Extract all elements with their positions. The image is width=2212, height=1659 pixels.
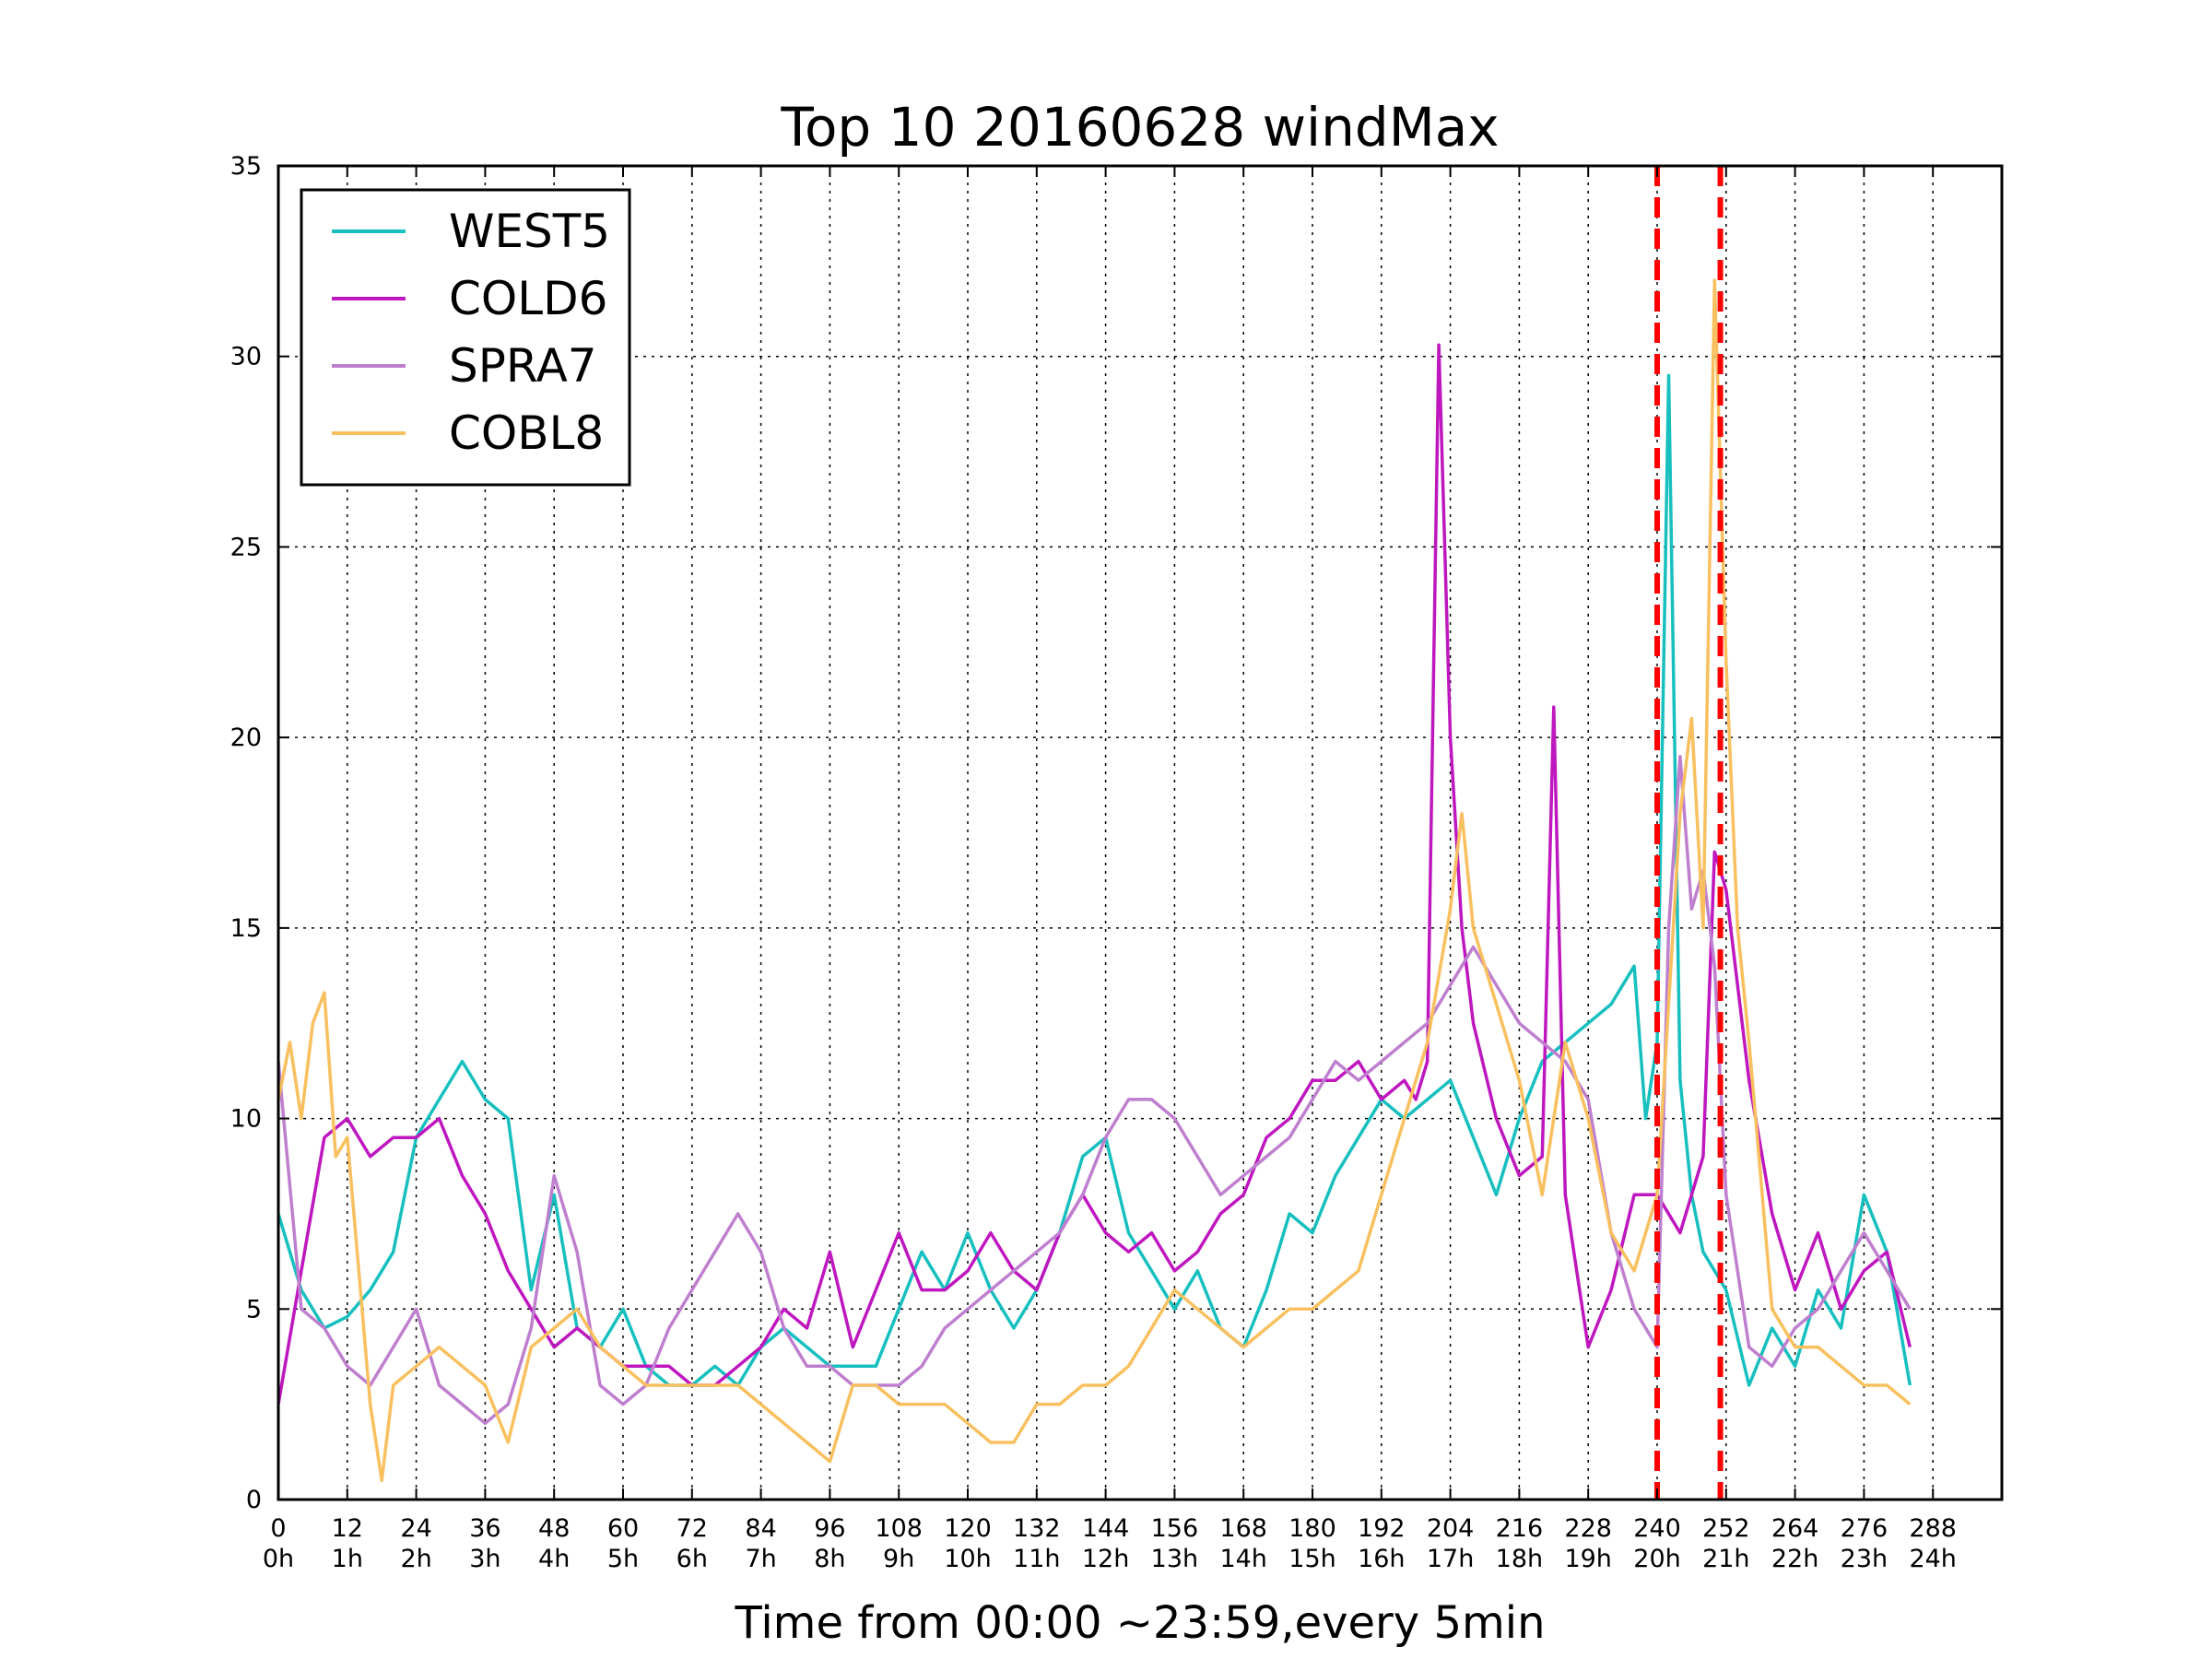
x-tick-label: 240 [1633,1514,1681,1543]
y-tick-label: 10 [230,1105,262,1134]
series-line-spra7 [276,755,1912,1426]
legend-label: COLD6 [449,272,607,325]
x-tick-label: 252 [1702,1514,1750,1543]
x-tick-label-hour: 23h [1841,1545,1888,1573]
x-axis-label: Time from 00:00 ~23:59,every 5min [735,1597,1546,1649]
x-tick-label-hour: 19h [1564,1545,1611,1573]
axis-ticks [277,165,2002,1500]
legend-label: COBL8 [449,406,604,460]
y-tick-label: 0 [246,1486,262,1514]
x-tick-label: 156 [1151,1514,1199,1543]
x-tick-label: 192 [1358,1514,1406,1543]
x-tick-label: 264 [1771,1514,1819,1543]
x-tick-label-hour: 20h [1633,1545,1680,1573]
x-tick-label: 168 [1219,1514,1267,1543]
x-tick-label-hour: 4h [538,1545,570,1573]
x-tick-label-hour: 24h [1909,1545,1956,1573]
x-tick-label: 180 [1288,1514,1336,1543]
x-tick-label-hour: 8h [814,1545,845,1573]
y-tick-label: 15 [230,914,262,943]
x-tick-label: 120 [944,1514,992,1543]
x-tick-label: 36 [469,1514,500,1543]
reference-lines [1654,166,1724,1500]
y-tick-label: 35 [230,152,262,181]
legend-label: SPRA7 [449,339,597,393]
x-tick-label-hour: 2h [400,1545,431,1573]
x-tick-label: 24 [400,1514,431,1543]
x-tick-label: 72 [677,1514,708,1543]
legend-label: WEST5 [449,205,610,258]
x-tick-label: 144 [1082,1514,1130,1543]
x-tick-label: 216 [1496,1514,1544,1543]
x-tick-label: 204 [1427,1514,1475,1543]
x-tick-label-hour: 22h [1771,1545,1818,1573]
x-tick-label: 0 [270,1514,286,1543]
plot-frame [276,164,2004,1501]
x-tick-label: 96 [814,1514,845,1543]
x-tick-label: 108 [875,1514,923,1543]
chart-title: Top 10 20160628 windMax [780,96,1499,159]
x-tick-label: 60 [607,1514,639,1543]
y-tick-label: 20 [230,724,262,752]
x-tick-label-hour: 21h [1702,1545,1749,1573]
x-tick-label: 48 [538,1514,570,1543]
y-tick-label: 30 [230,343,262,371]
x-tick-label-hour: 16h [1358,1545,1405,1573]
series-line-west5 [276,373,1912,1387]
series-line-cobl8 [276,278,1912,1483]
x-tick-label-hour: 0h [263,1545,294,1573]
x-tick-label: 276 [1841,1514,1888,1543]
x-tick-label-hour: 9h [883,1545,914,1573]
x-tick-label-hour: 7h [745,1545,776,1573]
x-tick-label: 132 [1013,1514,1061,1543]
x-tick-label-hour: 11h [1013,1545,1060,1573]
legend-box [300,188,631,487]
x-tick-label-hour: 15h [1288,1545,1335,1573]
x-tick-label-hour: 13h [1151,1545,1198,1573]
x-tick-label: 84 [745,1514,776,1543]
series-line-cold6 [276,343,1912,1405]
x-tick-label-hour: 1h [332,1545,363,1573]
y-tick-label: 5 [246,1295,262,1324]
x-tick-label: 228 [1564,1514,1612,1543]
y-tick-label: 25 [230,533,262,561]
tick-labels: 00h121h242h363h484h605h726h847h968h1089h… [230,152,1957,1573]
x-tick-label-hour: 3h [469,1545,500,1573]
series-lines [276,278,1912,1483]
x-tick-label: 12 [332,1514,363,1543]
x-tick-label-hour: 17h [1427,1545,1474,1573]
legend: WEST5 COLD6 SPRA7 COBL8 [300,188,631,487]
x-tick-label: 288 [1909,1514,1957,1543]
x-tick-label-hour: 18h [1496,1545,1543,1573]
x-tick-label-hour: 5h [607,1545,639,1573]
x-tick-label-hour: 6h [677,1545,708,1573]
x-tick-label-hour: 12h [1082,1545,1129,1573]
x-tick-label-hour: 14h [1219,1545,1266,1573]
x-tick-label-hour: 10h [944,1545,991,1573]
